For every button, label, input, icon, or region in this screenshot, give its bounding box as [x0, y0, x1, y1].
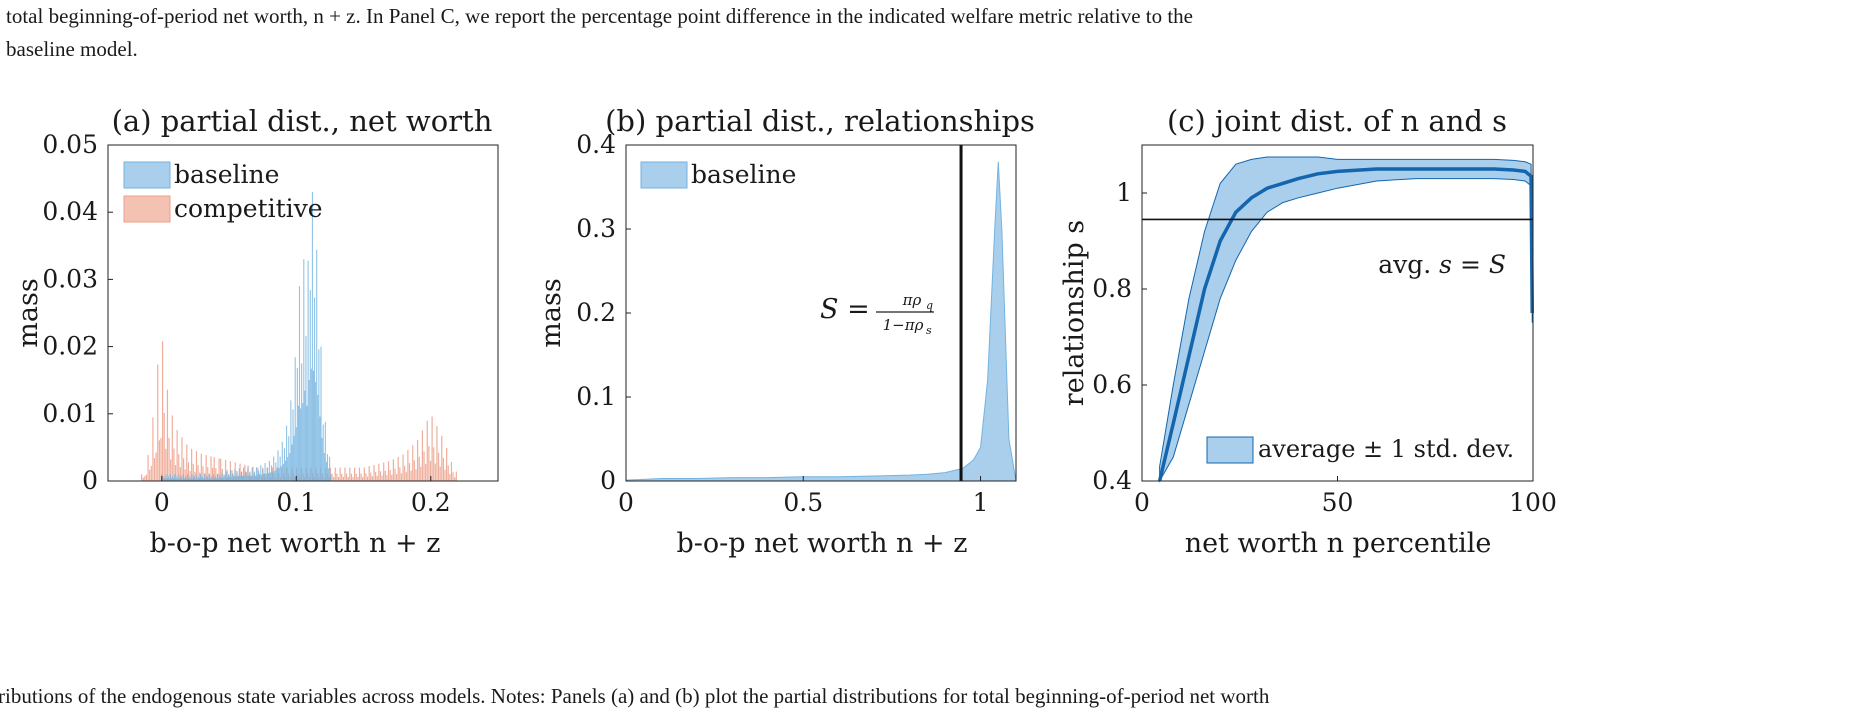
svg-text:S =: S =: [820, 294, 870, 325]
ytick-label: 0.04: [42, 197, 98, 226]
figure: (a) partial dist., net worth 0 0.1 0.2 0 0.0…: [13, 104, 1557, 559]
ytick-label: 0.01: [42, 399, 98, 428]
legend-swatch-competitive: [123, 195, 171, 223]
panel-a-legend: baseline competitive: [123, 160, 323, 223]
svg-text:πρ: πρ: [902, 291, 922, 309]
caption-line-1: total beginning-of-period net worth, n +…: [6, 4, 1194, 28]
caption-paragraph: total beginning-of-period net worth, n +…: [6, 0, 1866, 66]
panel-a-ylabel: mass: [13, 278, 44, 347]
panel-a-xlabel: b-o-p net worth n + z: [150, 528, 441, 559]
panel-a-plot-area: [141, 192, 457, 481]
ytick-label: 0.03: [42, 264, 98, 293]
ytick-label: 0.05: [42, 130, 98, 159]
panel-c-title: (c) joint dist. of n and s: [1167, 104, 1507, 138]
ytick-label: 0.4: [1092, 466, 1132, 495]
panel-b-ticks: 0 0.5 1 0 0.1 0.2 0.3 0.4: [576, 130, 988, 517]
panel-b-title: (b) partial dist., relationships: [605, 104, 1035, 138]
legend-label-band: average ± 1 std. dev.: [1258, 435, 1514, 463]
xtick-label: 0: [154, 488, 170, 517]
panel-c-legend: average ± 1 std. dev.: [1206, 435, 1514, 464]
panel-a-title: (a) partial dist., net worth: [112, 104, 493, 138]
svg-text:q: q: [926, 299, 933, 312]
threshold-label: S = πρ q 1−πρ s: [820, 291, 934, 337]
xtick-label: 100: [1509, 488, 1557, 517]
xtick-label: 0: [618, 488, 634, 517]
legend-swatch-baseline: [123, 161, 171, 189]
std-band: [1159, 156, 1533, 483]
xtick-label: 0.1: [276, 488, 316, 517]
hline-label: avg. s = S: [1378, 250, 1506, 279]
legend-swatch-baseline-b: [640, 161, 688, 189]
panel-c: (c) joint dist. of n and s 0 50 1000.40.60…: [1059, 104, 1557, 559]
xtick-label: 0.5: [783, 488, 823, 517]
xtick-label: 0.2: [411, 488, 451, 517]
panel-c-plot-area: [1142, 156, 1534, 483]
xtick-label: 0: [1134, 488, 1150, 517]
ytick-label: 0.3: [576, 214, 616, 243]
panel-b-xlabel: b-o-p net worth n + z: [677, 528, 968, 559]
svg-text:avg. s = S: avg. s = S: [1378, 250, 1506, 279]
panel-c-ylabel: relationship s: [1059, 220, 1090, 406]
xtick-label: 50: [1322, 488, 1354, 517]
panel-a-ticks: 0 0.1 0.2 0 0.01 0.02 0.03 0.04 0.05: [42, 130, 450, 517]
panel-a-axes-box: [107, 144, 499, 482]
legend-label-baseline: baseline: [174, 160, 279, 189]
figure-caption: ributions of the endogenous state variab…: [0, 684, 1270, 708]
ytick-label: 0: [82, 466, 98, 495]
svg-text:1−πρ: 1−πρ: [883, 316, 924, 334]
legend-label-baseline-b: baseline: [691, 160, 796, 189]
baseline-area: [625, 161, 1017, 482]
panel-c-xlabel: net worth n percentile: [1185, 528, 1492, 559]
ytick-label: 0.2: [576, 298, 616, 327]
panel-a: (a) partial dist., net worth 0 0.1 0.2 0 0.0…: [13, 104, 499, 559]
ytick-label: 0.8: [1092, 274, 1132, 303]
ytick-label: 0: [600, 466, 616, 495]
ytick-label: 0.4: [576, 130, 616, 159]
mean-line: [1157, 167, 1534, 482]
caption-line-2: baseline model.: [6, 37, 138, 61]
svg-text:s: s: [926, 324, 932, 337]
panel-b-legend: baseline: [640, 160, 796, 189]
xtick-label: 1: [973, 488, 989, 517]
ytick-label: 0.1: [576, 382, 616, 411]
panel-c-ticks: 0 50 100 0.4 0.6 0.8 1: [1092, 178, 1557, 517]
ytick-label: 0.02: [42, 332, 98, 361]
panel-b-plot-area: [625, 145, 1017, 482]
ytick-label: 0.6: [1092, 370, 1132, 399]
panel-b-ylabel: mass: [536, 278, 567, 347]
legend-swatch-band: [1206, 436, 1254, 464]
legend-label-competitive: competitive: [174, 194, 323, 223]
ytick-label: 1: [1116, 178, 1132, 207]
panel-b: (b) partial dist., relationships 0 0.5 100…: [536, 104, 1035, 559]
